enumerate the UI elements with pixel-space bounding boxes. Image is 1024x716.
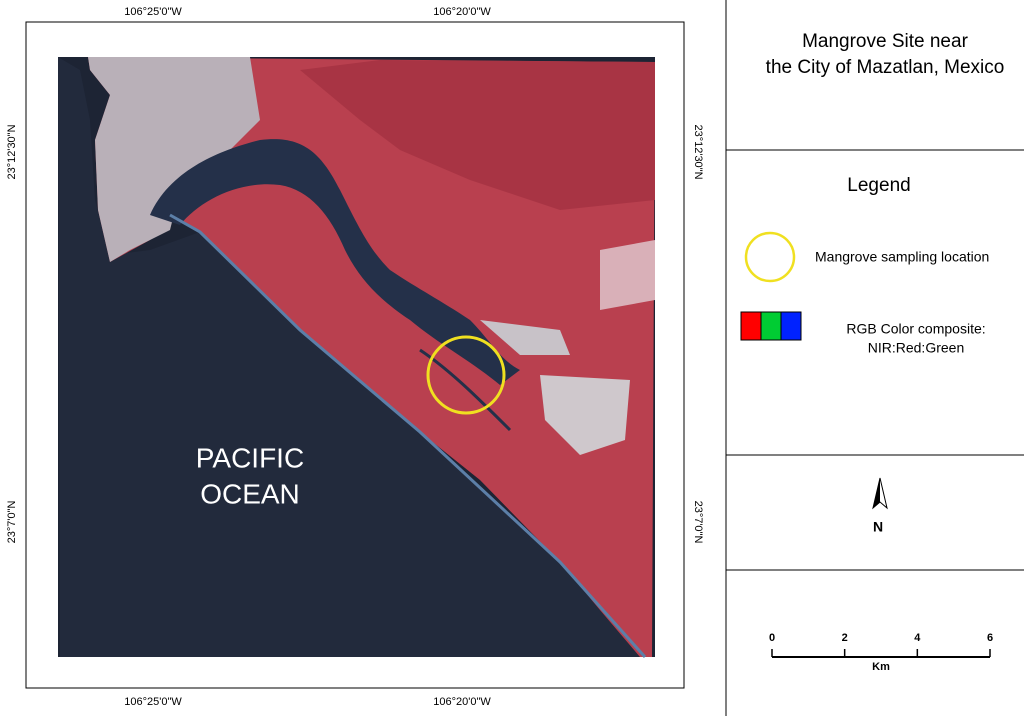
north-arrow <box>872 477 888 510</box>
legend-label: RGB Color composite: <box>846 321 985 337</box>
coord-label: 23°12'30"N <box>6 124 18 179</box>
scale-label: 2 <box>842 632 848 644</box>
coord-label: 106°20'0"W <box>433 6 491 18</box>
north-label: N <box>873 519 883 535</box>
legend-label: Mangrove sampling location <box>815 249 989 265</box>
rgb-swatch <box>740 311 802 341</box>
scale-label: 4 <box>914 632 921 644</box>
map-label: OCEAN <box>200 478 300 509</box>
scale-unit: Km <box>872 661 890 673</box>
legend-title: Legend <box>847 175 910 196</box>
legend-label: NIR:Red:Green <box>868 340 964 356</box>
title: the City of Mazatlan, Mexico <box>766 57 1005 78</box>
coord-label: 106°20'0"W <box>433 696 491 708</box>
legend-circle <box>744 231 796 283</box>
scale-label: 0 <box>769 632 775 644</box>
side-panel-lines <box>725 0 1024 716</box>
sampling-circle <box>426 335 506 415</box>
satellite-image <box>58 57 655 659</box>
map-label: PACIFIC <box>196 442 304 473</box>
coord-label: 23°12'30"N <box>692 124 704 179</box>
scale-label: 6 <box>987 632 993 644</box>
coord-label: 23°7'0"N <box>692 501 704 544</box>
coord-label: 106°25'0"W <box>124 6 182 18</box>
title: Mangrove Site near <box>802 31 968 52</box>
coord-label: 23°7'0"N <box>6 501 18 544</box>
coord-label: 106°25'0"W <box>124 696 182 708</box>
